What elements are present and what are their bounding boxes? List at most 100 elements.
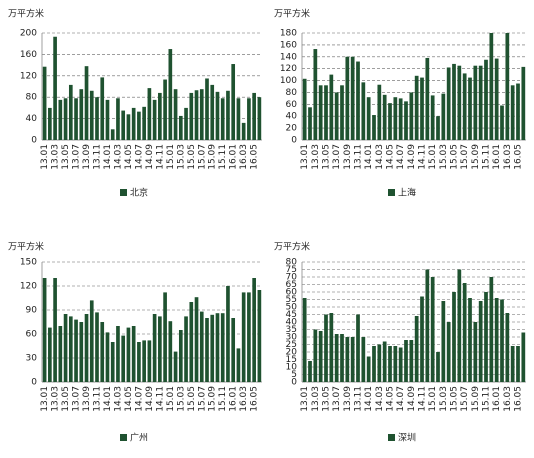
y-tick-label: 30	[26, 354, 38, 364]
bar	[226, 90, 230, 140]
x-tick-label: 14.03	[375, 386, 385, 412]
x-tick-label: 16.01	[229, 144, 239, 170]
bar	[84, 314, 89, 382]
bar	[74, 319, 78, 382]
bar	[95, 97, 99, 140]
bar	[452, 292, 456, 382]
x-tick-label: 14.07	[396, 386, 406, 412]
x-tick-label: 13.01	[40, 386, 50, 412]
y-tick-label: 0	[31, 378, 37, 388]
bar	[308, 107, 312, 140]
y-tick-label: 75	[286, 265, 297, 275]
bar	[366, 97, 371, 140]
y-tick-label: 15	[286, 355, 297, 365]
bar	[516, 346, 520, 382]
bar	[377, 344, 382, 382]
bar	[194, 297, 199, 382]
bar	[425, 57, 430, 140]
bar	[478, 301, 483, 382]
bar	[63, 314, 68, 382]
y-tick-label: 60	[286, 100, 298, 110]
y-tick-label: 60	[286, 288, 298, 298]
y-tick-label: 80	[26, 93, 38, 103]
x-tick-label: 15.07	[197, 386, 207, 412]
y-tick-label: 200	[20, 29, 37, 39]
bar	[521, 332, 526, 382]
x-tick-label: 14.09	[145, 144, 155, 170]
y-tick-label: 80	[286, 258, 298, 268]
bar	[84, 66, 89, 140]
x-tick-label: 15.05	[450, 144, 460, 170]
bar	[494, 58, 499, 140]
y-tick-label: 140	[280, 52, 297, 62]
x-tick-label: 15.11	[482, 386, 492, 412]
legend-label: 深圳	[398, 433, 416, 444]
y-tick-label: 20	[286, 348, 298, 358]
bar	[53, 36, 57, 141]
bar	[116, 326, 120, 382]
bar	[189, 302, 194, 382]
x-tick-label: 14.11	[418, 386, 428, 412]
bar	[457, 269, 462, 382]
bar	[121, 335, 126, 382]
bar	[308, 361, 312, 382]
bar	[89, 300, 94, 382]
x-tick-label: 13.11	[93, 386, 103, 412]
x-tick-label: 16.03	[503, 386, 513, 412]
x-tick-label: 15.05	[450, 386, 460, 412]
bar	[430, 95, 435, 140]
y-tick-label: 35	[286, 325, 297, 335]
bar	[173, 89, 178, 140]
bar	[414, 75, 419, 140]
bar	[89, 90, 94, 140]
y-tick-label: 120	[20, 282, 37, 292]
bar	[257, 290, 262, 382]
x-tick-label: 15.09	[208, 144, 218, 170]
bar	[462, 283, 467, 382]
x-tick-label: 15.03	[439, 144, 449, 170]
x-tick-label: 15.01	[166, 386, 176, 412]
bar	[205, 78, 209, 140]
x-tick-label: 15.11	[218, 386, 228, 412]
y-axis-label: 万平方米	[8, 241, 44, 253]
bar	[137, 111, 141, 140]
bar	[147, 88, 152, 140]
bar	[210, 314, 215, 382]
bar	[404, 101, 408, 140]
x-tick-label: 13.01	[300, 144, 310, 170]
bar	[500, 299, 504, 382]
bar	[457, 65, 462, 140]
x-tick-label: 13.11	[93, 144, 103, 170]
bar	[318, 331, 323, 382]
bar	[377, 84, 382, 140]
bar	[105, 332, 110, 382]
y-tick-label: 20	[286, 124, 298, 134]
bar	[425, 269, 430, 382]
y-tick-label: 0	[31, 136, 37, 146]
y-axis-label: 万平方米	[274, 8, 310, 20]
bar	[484, 59, 488, 140]
x-tick-label: 15.09	[471, 144, 481, 170]
bar	[137, 342, 141, 382]
legend-swatch	[120, 434, 127, 441]
bar	[340, 334, 344, 382]
x-tick-label: 13.09	[82, 386, 92, 412]
bar	[42, 66, 47, 140]
x-tick-label: 13.05	[322, 144, 332, 170]
bar	[58, 326, 63, 382]
y-tick-label: 120	[280, 64, 297, 74]
bar	[126, 114, 131, 140]
y-axis-label: 万平方米	[274, 241, 310, 253]
bar	[489, 33, 494, 140]
x-tick-label: 16.01	[229, 386, 239, 412]
bar	[205, 318, 209, 382]
x-tick-label: 14.01	[103, 144, 113, 170]
x-tick-label: 14.09	[407, 386, 417, 412]
bar	[231, 64, 236, 140]
bar	[350, 337, 355, 382]
bar	[231, 318, 236, 382]
x-tick-label: 15.01	[428, 386, 438, 412]
bar	[478, 65, 483, 140]
bar	[345, 337, 350, 382]
